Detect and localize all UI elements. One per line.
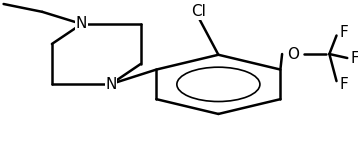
Text: N: N bbox=[76, 16, 87, 32]
Text: F: F bbox=[350, 50, 358, 66]
Text: F: F bbox=[339, 25, 348, 40]
Text: O: O bbox=[287, 46, 299, 62]
Text: Cl: Cl bbox=[191, 4, 206, 19]
Text: N: N bbox=[105, 77, 117, 92]
Text: F: F bbox=[339, 77, 348, 92]
